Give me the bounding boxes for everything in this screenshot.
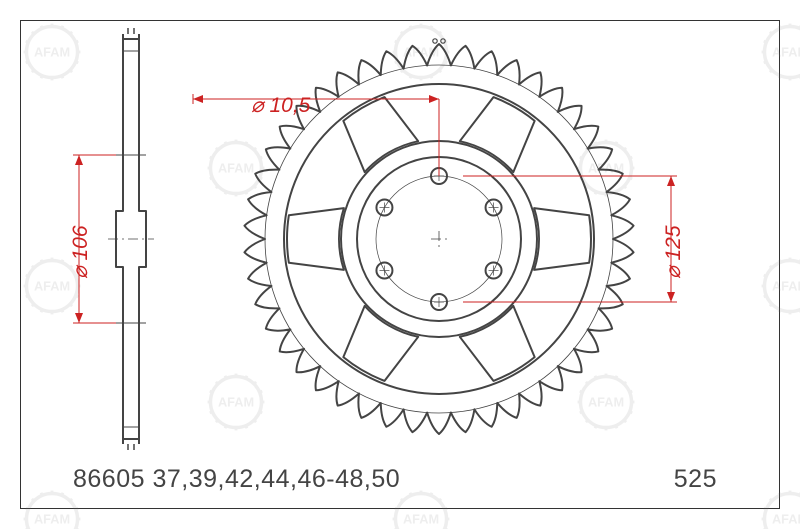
dim-bolt-circle-label: 125 xyxy=(661,225,686,279)
dim-bolt-hole-label: 10,5 xyxy=(251,93,310,118)
drawing-canvas: AFAM AFAM AFAM AFAM AFAM AFAM AFAM xyxy=(0,0,800,529)
svg-text:AFAM: AFAM xyxy=(403,512,439,527)
drawing-frame: AFAM AFAM AFAM AFAM AFAM AFAM AFAM xyxy=(20,20,780,509)
chain-pitch-text: 525 xyxy=(674,465,717,494)
svg-text:AFAM: AFAM xyxy=(34,512,70,527)
dim-side-bore-label: 106 xyxy=(68,225,93,279)
part-number-text: 86605 37,39,42,44,46-48,50 xyxy=(73,465,400,494)
svg-text:AFAM: AFAM xyxy=(772,512,800,527)
